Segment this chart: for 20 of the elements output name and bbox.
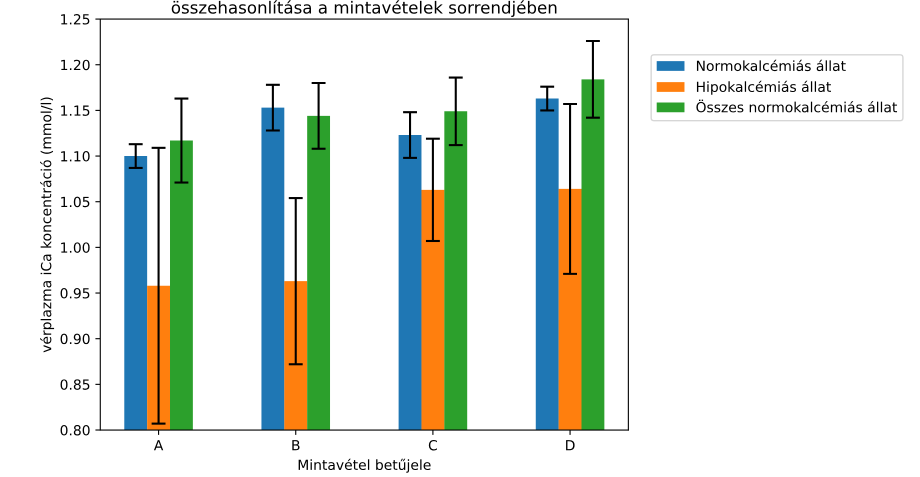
y-tick-label: 1.25	[61, 14, 90, 25]
y-tick-label: 0.90	[60, 334, 90, 344]
x-axis-title: Mintavétel betűjele	[298, 458, 431, 473]
y-tick-label: 1.20	[61, 60, 90, 70]
y-tick-label: 1.05	[61, 196, 90, 208]
legend-label: Hipokalcémiás állat	[696, 80, 831, 95]
y-axis-title: vérplazma iCa koncentráció (mmol/l)	[40, 97, 54, 352]
y-tick-label: 1.15	[61, 106, 90, 116]
y-tick-label: 0.85	[60, 379, 90, 390]
chart-title: összehasonlítása a mintavételek sorrendjében	[172, 0, 556, 17]
y-tick-label: 0.80	[60, 424, 90, 436]
x-tick-label: A	[154, 440, 164, 450]
y-tick-label: 0.95	[60, 288, 90, 299]
y-tick-label: 1.10	[61, 151, 90, 162]
x-tick-label: C	[428, 440, 437, 450]
y-tick-label: 1.00	[61, 242, 90, 253]
x-tick-label: D	[566, 440, 575, 450]
x-tick-label: B	[292, 440, 300, 450]
legend-label: Összes normokalcémiás állat	[696, 100, 898, 112]
legend-label: Normokalcémiás állat	[696, 60, 846, 72]
